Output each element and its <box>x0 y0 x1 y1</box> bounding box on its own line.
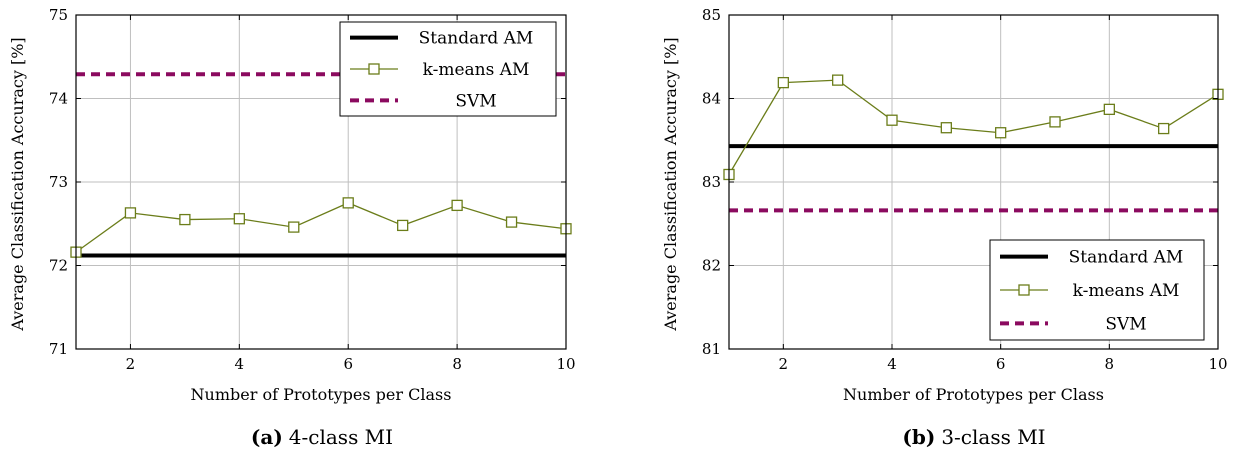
caption-text: 3-class MI <box>941 425 1045 449</box>
data-point-marker <box>342 197 354 209</box>
x-axis-label: Number of Prototypes per Class <box>191 385 452 404</box>
panel-caption: (b) 3-class MI <box>902 425 1045 449</box>
panel-b: 2 4 6 8 10 81 82 83 84 85 Number of Prototypes per… <box>661 6 1228 449</box>
data-point-marker <box>505 216 518 228</box>
legend: Standard AM k-means AM SVM <box>339 21 557 117</box>
panel-a: 2 4 6 8 10 71 72 73 74 75 Number of Prototypes per… <box>8 6 576 449</box>
y-tick-label: 83 <box>702 173 721 191</box>
data-point-marker <box>451 199 463 212</box>
x-tick-label: 8 <box>1105 355 1115 373</box>
legend-marker <box>368 63 380 75</box>
x-tick-label: 2 <box>779 355 789 373</box>
legend-label: k-means AM <box>423 60 530 80</box>
y-tick-label: 74 <box>49 90 68 108</box>
series-line-k-means-am <box>75 202 567 253</box>
x-tick-label: 10 <box>1208 355 1227 373</box>
caption-label: (b) <box>902 425 935 449</box>
data-point-marker <box>233 213 245 225</box>
data-point-marker <box>940 122 952 134</box>
x-tick-label: 6 <box>343 355 353 373</box>
legend-label: k-means AM <box>1073 281 1180 301</box>
data-point-marker <box>1103 103 1115 116</box>
data-point-marker <box>995 127 1007 139</box>
data-point-marker <box>886 114 898 126</box>
y-tick-label: 82 <box>702 257 721 275</box>
legend-label: SVM <box>1105 314 1146 334</box>
x-axis-label: Number of Prototypes per Class <box>843 385 1104 404</box>
legend: Standard AM k-means AM SVM <box>989 239 1205 341</box>
series-line-k-means-am <box>728 79 1219 175</box>
data-point-marker <box>179 213 191 226</box>
x-tick-label: 2 <box>126 355 136 373</box>
y-tick-label: 84 <box>702 90 721 108</box>
data-point-marker <box>777 76 789 89</box>
y-axis-label: Average Classification Accuracy [%] <box>8 37 27 331</box>
legend-label: Standard AM <box>419 29 534 49</box>
x-tick-label: 10 <box>556 355 575 373</box>
data-point-marker <box>288 221 300 233</box>
legend-label: SVM <box>455 91 496 111</box>
y-tick-label: 73 <box>49 173 68 191</box>
data-point-marker <box>1158 122 1170 135</box>
y-tick-label: 75 <box>49 6 68 24</box>
y-tick-label: 85 <box>702 6 721 24</box>
panel-caption: (a) 4-class MI <box>251 425 393 449</box>
x-tick-label: 6 <box>996 355 1006 373</box>
caption-text: 4-class MI <box>289 425 393 449</box>
y-tick-label: 72 <box>49 257 68 275</box>
caption-label: (a) <box>251 425 283 449</box>
legend-marker <box>1018 284 1030 296</box>
x-tick-label: 4 <box>887 355 897 373</box>
x-tick-label: 4 <box>235 355 245 373</box>
y-tick-label: 81 <box>702 340 721 358</box>
data-point-marker <box>832 74 844 86</box>
data-point-marker <box>1049 116 1061 128</box>
x-tick-label: 8 <box>452 355 462 373</box>
data-point-marker <box>124 207 137 219</box>
y-tick-label: 71 <box>49 340 68 358</box>
y-axis-label: Average Classification Accuracy [%] <box>661 37 680 331</box>
legend-label: Standard AM <box>1069 248 1184 268</box>
data-point-marker <box>397 219 409 232</box>
